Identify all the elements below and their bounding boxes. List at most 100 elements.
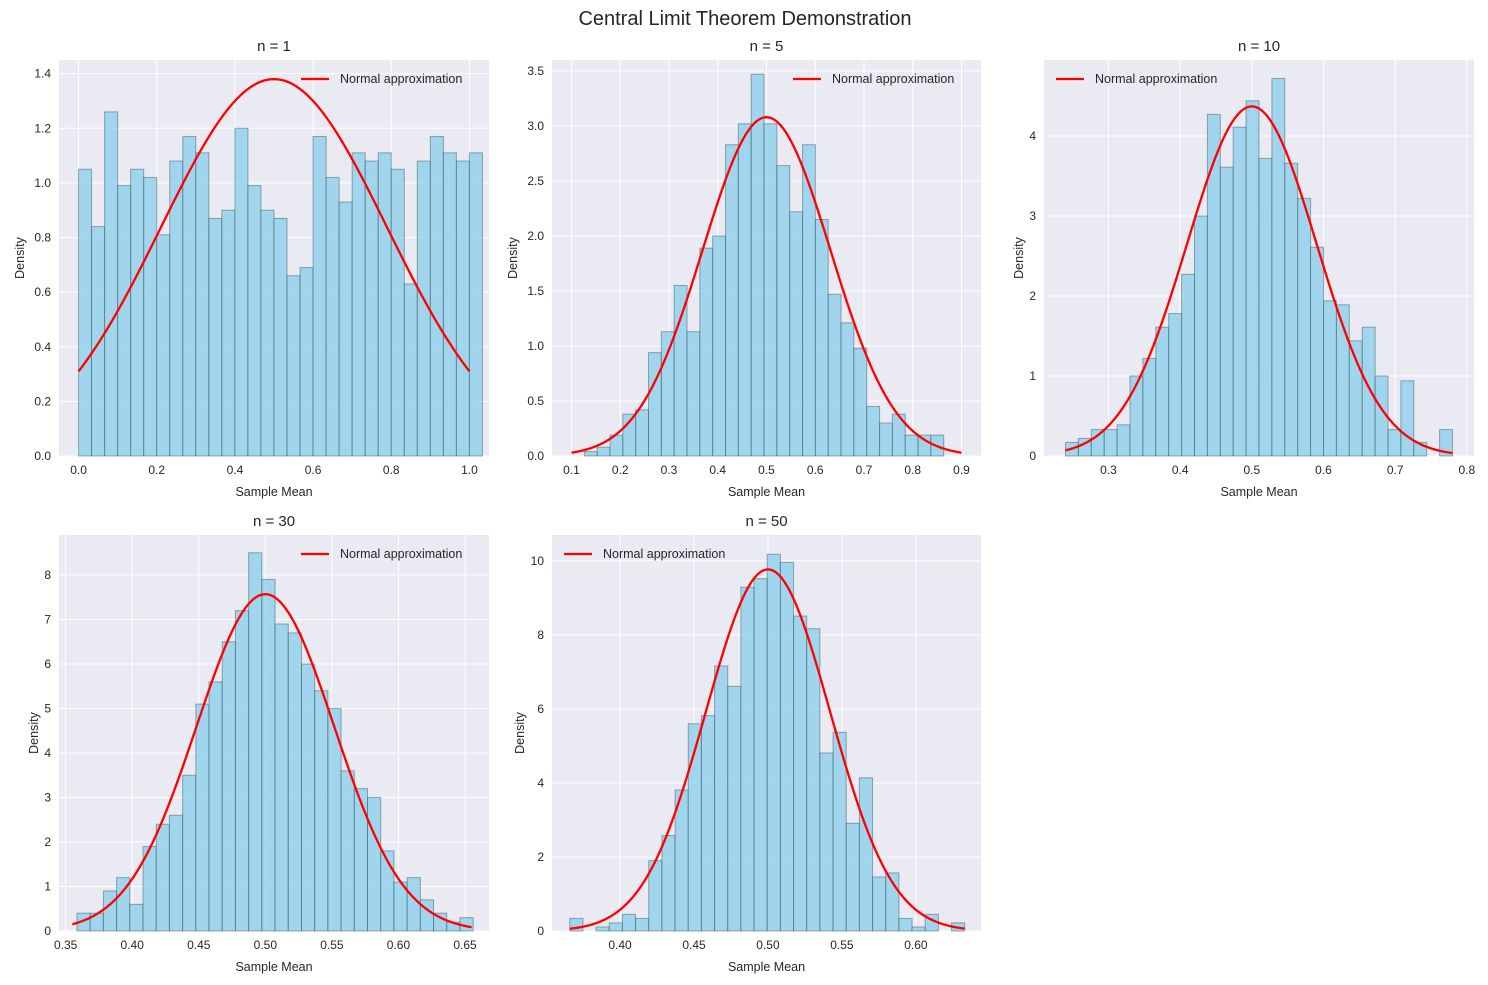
- x-axis-label: Sample Mean: [1220, 485, 1297, 499]
- histogram-bar: [287, 632, 302, 932]
- legend-label: Normal approximation: [603, 547, 725, 561]
- y-tick-label: 3: [1029, 209, 1036, 223]
- histogram-bar: [367, 797, 382, 932]
- x-tick-label: 0.6: [1315, 463, 1332, 477]
- legend-label: Normal approximation: [832, 72, 954, 86]
- histogram-bar: [814, 219, 829, 457]
- histogram-bar: [853, 347, 868, 457]
- histogram-bar: [827, 293, 842, 457]
- x-tick-label: 0.55: [830, 938, 854, 952]
- y-tick-label: 0: [1029, 449, 1036, 463]
- histogram-bar: [182, 135, 197, 457]
- histogram-bar: [776, 165, 791, 457]
- y-tick-label: 8: [44, 568, 51, 582]
- x-tick-label: 0.9: [953, 463, 970, 477]
- x-tick-label: 0.35: [54, 938, 78, 952]
- histogram-bar: [312, 135, 327, 457]
- histogram-bar: [1206, 113, 1221, 457]
- histogram-bar: [273, 217, 288, 457]
- y-tick-label: 0.5: [527, 394, 544, 408]
- y-tick-label: 0: [44, 924, 51, 938]
- histogram-bar: [648, 352, 662, 457]
- y-tick-label: 0.0: [34, 449, 51, 463]
- panel-title: n = 10: [1238, 38, 1280, 55]
- histogram-bar: [737, 123, 752, 457]
- histogram-bar: [699, 247, 714, 457]
- histogram-bar: [340, 770, 355, 932]
- y-tick-label: 2: [1029, 289, 1036, 303]
- histogram-bar: [234, 127, 249, 457]
- y-axis-label: Density: [13, 236, 27, 278]
- x-axis-label: Sample Mean: [728, 960, 805, 974]
- histogram-bar: [1387, 429, 1402, 457]
- histogram-bar: [879, 422, 893, 457]
- legend-label: Normal approximation: [1095, 72, 1217, 86]
- y-tick-label: 1.2: [34, 121, 51, 135]
- histogram-bar: [182, 774, 197, 932]
- y-tick-label: 10: [531, 554, 545, 568]
- histogram-bar: [195, 703, 210, 932]
- x-tick-label: 0.4: [227, 463, 244, 477]
- x-tick-label: 0.7: [1387, 463, 1404, 477]
- histogram-bar: [621, 913, 637, 932]
- histogram-bar: [221, 209, 236, 457]
- histogram-bar: [155, 823, 170, 932]
- histogram-bar: [130, 168, 145, 457]
- histogram-bar: [596, 446, 611, 457]
- x-tick-label: 0.65: [453, 938, 477, 952]
- histogram-panel: 0.35 0.40 0.45 0.50 0.55 0.60 0.65 0 1 2 3 4 5 6 7 8 n =…: [27, 513, 489, 974]
- x-tick-label: 0.50: [254, 938, 278, 952]
- histogram-bar: [1090, 429, 1105, 457]
- histogram-bar: [442, 152, 457, 457]
- panel-title: n = 50: [745, 513, 787, 530]
- x-tick-label: 0.60: [387, 938, 411, 952]
- histogram-bar: [1297, 197, 1312, 457]
- histogram-panel: 0.1 0.2 0.3 0.4 0.5 0.6 0.7 0.8 0.9 0.0 0.5 1.0 1.5 2…: [506, 38, 981, 499]
- y-tick-label: 4: [537, 776, 544, 790]
- panel-title: n = 1: [257, 38, 291, 55]
- histogram-bar: [840, 322, 855, 457]
- histogram-bar: [260, 209, 275, 457]
- y-tick-label: 4: [44, 746, 51, 760]
- histogram-bar: [156, 234, 171, 457]
- histogram-bar: [845, 822, 860, 932]
- normal-curve-line: [77, 77, 471, 373]
- histogram-bar: [779, 561, 795, 932]
- legend-label: Normal approximation: [340, 72, 462, 86]
- histogram-bar: [1168, 313, 1183, 457]
- histogram-bar: [763, 123, 778, 457]
- histogram-bar: [608, 922, 623, 932]
- histogram-bar: [299, 267, 314, 457]
- y-tick-label: 0.2: [34, 394, 51, 408]
- histogram-bar: [380, 850, 395, 932]
- histogram-bar: [911, 926, 926, 932]
- histogram-bar: [819, 752, 834, 932]
- y-tick-label: 6: [44, 657, 51, 671]
- y-tick-label: 2: [537, 850, 544, 864]
- histogram-bar: [353, 788, 369, 932]
- histogram-bar: [725, 144, 739, 457]
- histogram-bar: [129, 903, 144, 932]
- histogram-bar: [687, 723, 702, 932]
- y-tick-label: 0.4: [34, 340, 51, 354]
- histogram-bar: [1361, 326, 1376, 457]
- y-tick-label: 1.4: [34, 67, 51, 81]
- histogram-bar: [286, 275, 301, 457]
- histogram-bar: [904, 434, 919, 457]
- histogram-bar: [390, 168, 405, 457]
- histogram-bar: [712, 235, 727, 457]
- normal-curve-line: [571, 116, 962, 454]
- panel-title: n = 30: [253, 513, 295, 530]
- x-tick-label: 0.8: [904, 463, 921, 477]
- histogram-bar: [1284, 162, 1299, 457]
- histogram-bar: [117, 185, 132, 457]
- histogram-bar: [338, 201, 353, 457]
- histogram-bar: [898, 917, 913, 932]
- histogram-bar: [195, 152, 210, 457]
- histogram-bar: [1142, 357, 1157, 457]
- x-tick-label: 0.7: [856, 463, 873, 477]
- x-axis-label: Sample Mean: [728, 485, 805, 499]
- x-tick-label: 0.6: [305, 463, 322, 477]
- histogram-panel: 0.3 0.4 0.5 0.6 0.7 0.8 0 1 2 3 4 n = 10 Sample Mean…: [1012, 38, 1475, 499]
- y-axis-label: Density: [27, 711, 41, 753]
